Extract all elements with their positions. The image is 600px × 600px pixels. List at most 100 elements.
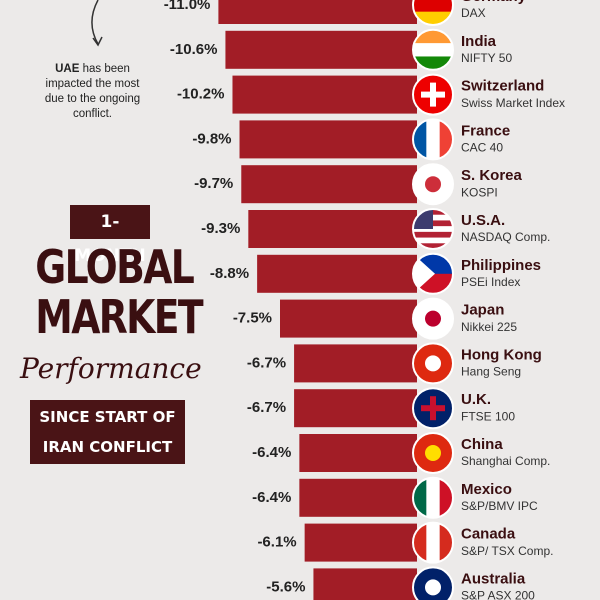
flag: [413, 298, 453, 339]
annotation: UAE has been impacted the most due to th…: [35, 62, 150, 122]
value-label: -10.2%: [177, 86, 225, 103]
flag-ring: [412, 342, 454, 385]
flag-ring: [412, 73, 454, 116]
flag-stripe: [413, 231, 453, 239]
bar: [299, 434, 417, 472]
category-label: Mexico: [461, 481, 512, 498]
category-sublabel: FTSE 100: [461, 409, 515, 423]
flag-dot: [425, 445, 441, 461]
flag-cross: [421, 91, 445, 98]
category-label: France: [461, 122, 510, 139]
category-sublabel: DAX: [461, 6, 486, 20]
flag-ring: [412, 28, 454, 71]
flag-stripe: [426, 522, 441, 563]
bar: [232, 75, 417, 114]
category-sublabel: NASDAQ Comp.: [461, 230, 550, 244]
flag-ring: [412, 566, 454, 600]
category-label: Switzerland: [461, 78, 544, 95]
flag-ring: [412, 163, 454, 206]
value-label: -5.6%: [266, 578, 305, 595]
value-label: -11.0%: [164, 0, 211, 13]
bar: [313, 568, 417, 600]
flag-dot: [425, 310, 441, 327]
flag: [413, 74, 453, 115]
bar: [218, 0, 417, 24]
flag-ring: [412, 252, 454, 295]
category-label: Philippines: [461, 257, 541, 274]
bar: [257, 254, 417, 293]
category-label: S. Korea: [461, 167, 523, 184]
value-label: -6.7%: [247, 354, 286, 371]
flag-stripe: [413, 243, 453, 249]
title-line: GLOBAL: [35, 240, 195, 294]
flag: [413, 433, 453, 473]
flag-triangle: [413, 253, 435, 294]
bar: [294, 389, 417, 428]
category-sublabel: Hang Seng: [461, 365, 521, 379]
category-label: China: [461, 436, 503, 453]
flag-ring: [412, 521, 454, 564]
bar: [304, 523, 417, 562]
value-label: -9.3%: [201, 220, 240, 237]
flag: [413, 209, 453, 249]
flag-ring: [412, 432, 454, 474]
value-label: -6.4%: [252, 489, 291, 506]
category-label: Japan: [461, 302, 504, 319]
flag-stripe: [426, 119, 441, 160]
category-sublabel: Swiss Market Index: [461, 96, 565, 110]
flag: [413, 253, 453, 294]
bar: [248, 210, 417, 248]
value-label: -7.5%: [233, 310, 272, 327]
category-sublabel: Shanghai Comp.: [461, 454, 550, 468]
value-label: -6.4%: [252, 444, 291, 461]
flag: [413, 164, 453, 205]
flag-stripe: [426, 477, 441, 518]
category-sublabel: CAC 40: [461, 141, 503, 155]
flag-cross: [421, 405, 445, 412]
annotation-text: has been impacted the most due to the on…: [44, 63, 141, 120]
flag-ring: [412, 387, 454, 430]
annotation-bold: UAE: [55, 63, 80, 75]
flag-ring: [412, 118, 454, 161]
arrow-head: [92, 36, 103, 47]
subtitle: SINCE START OF IRAN CONFLICT: [30, 400, 185, 464]
category-sublabel: Nikkei 225: [461, 320, 517, 334]
arrow: [91, 0, 99, 45]
value-label: -6.1%: [257, 534, 296, 551]
bar: [241, 165, 417, 204]
value-label: -6.7%: [247, 399, 286, 416]
value-label: -9.8%: [192, 130, 231, 147]
title-script: Performance: [20, 352, 202, 385]
bar: [280, 299, 417, 338]
category-label: U.K.: [461, 391, 491, 408]
category-label: Hong Kong: [461, 346, 542, 363]
flag-dot: [425, 355, 441, 372]
flag-dot: [425, 176, 441, 193]
flag-dot: [425, 579, 441, 596]
flag-ring: [412, 476, 454, 519]
category-sublabel: NIFTY 50: [461, 51, 512, 65]
flag-ring: [412, 297, 454, 340]
flag-ring: [412, 0, 454, 26]
flag-stripe: [413, 237, 453, 244]
flag-ring: [412, 208, 454, 250]
category-sublabel: S&P/ TSX Comp.: [461, 544, 553, 558]
category-sublabel: KOSPI: [461, 185, 498, 199]
category-sublabel: S&P/BMV IPC: [461, 499, 538, 513]
flag-stripe: [413, 0, 453, 13]
title-tag: 1-MONTH: [70, 205, 150, 266]
bar: [225, 30, 417, 69]
flag: [413, 343, 453, 384]
category-label: U.S.A.: [461, 212, 505, 229]
value-label: -10.6%: [170, 41, 218, 58]
value-label: -9.7%: [194, 175, 233, 192]
category-sublabel: S&P ASX 200: [461, 589, 535, 600]
flag: [413, 388, 453, 429]
bar: [239, 120, 417, 159]
category-label: Australia: [461, 570, 526, 587]
category-label: Canada: [461, 526, 516, 543]
bar: [299, 478, 417, 517]
category-sublabel: PSEi Index: [461, 275, 520, 289]
